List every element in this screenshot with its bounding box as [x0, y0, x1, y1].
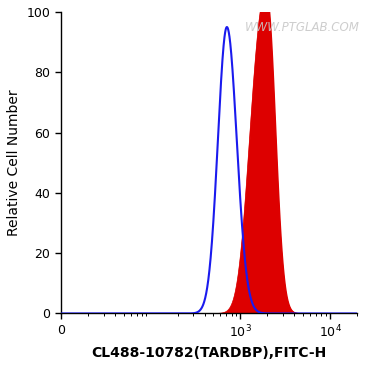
X-axis label: CL488-10782(TARDBP),FITC-H: CL488-10782(TARDBP),FITC-H — [91, 346, 327, 360]
Y-axis label: Relative Cell Number: Relative Cell Number — [7, 90, 21, 236]
Text: WWW.PTGLAB.COM: WWW.PTGLAB.COM — [245, 21, 359, 34]
